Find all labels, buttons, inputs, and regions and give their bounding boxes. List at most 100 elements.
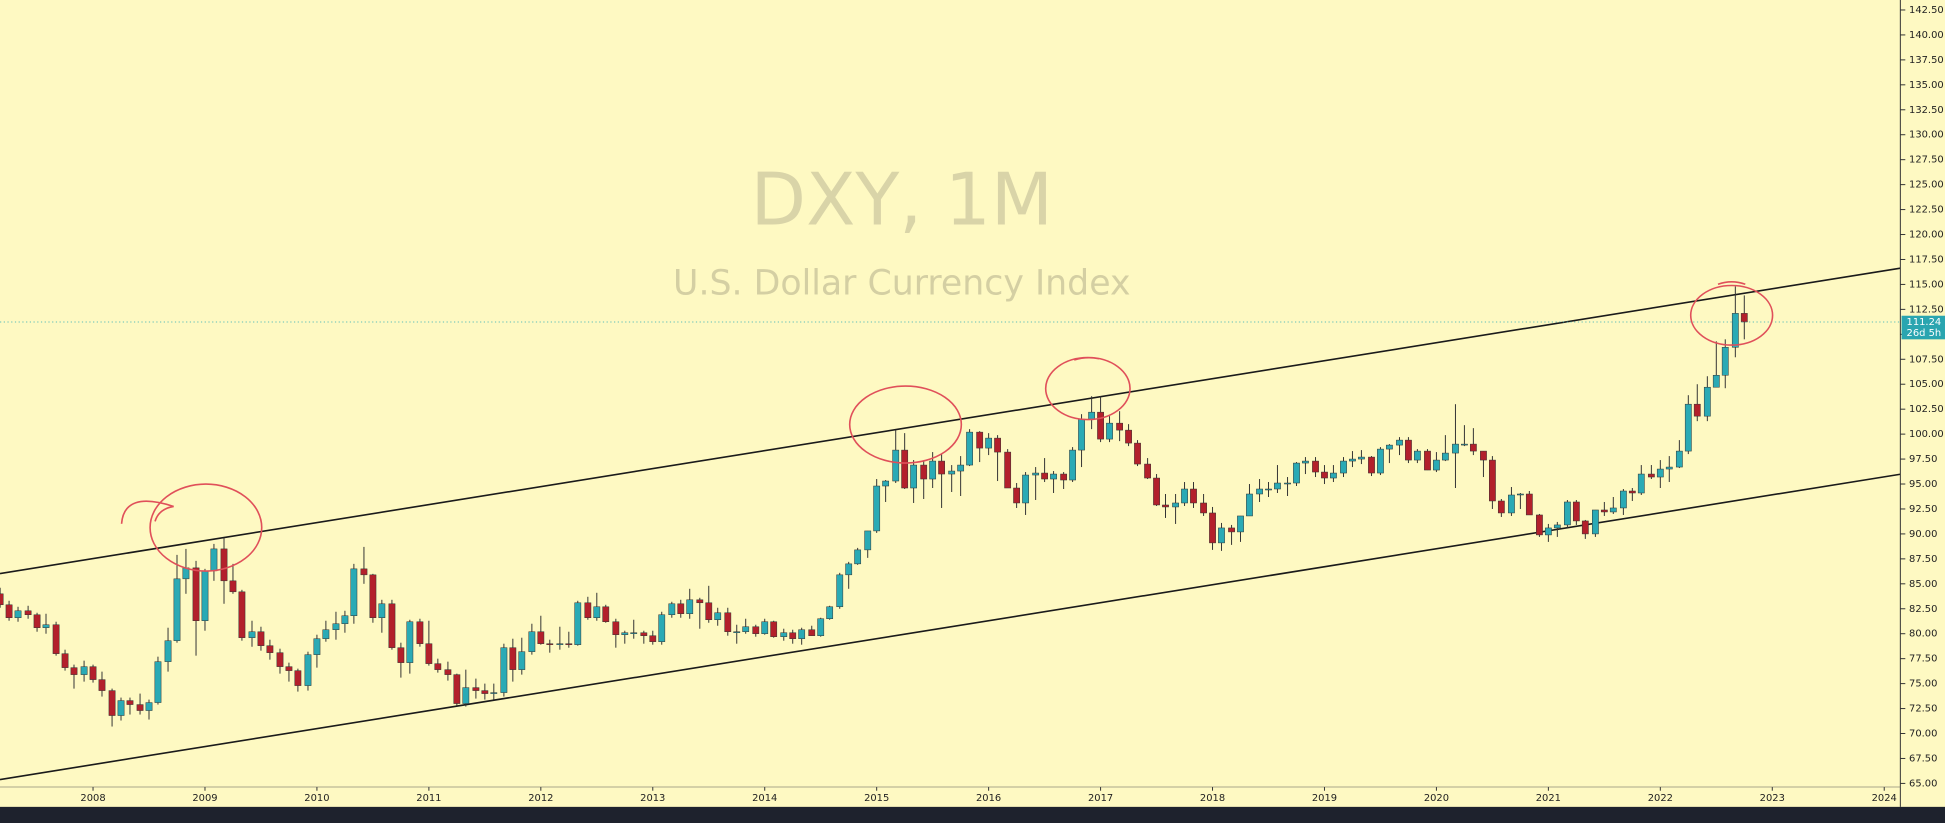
candle-body (1628, 490, 1636, 494)
candle-body (257, 631, 265, 646)
candle-body (444, 669, 452, 675)
y-tick-label: 102.50 (1909, 404, 1944, 415)
candle-body (210, 548, 218, 572)
candle-body (1377, 448, 1384, 474)
candle-body (1069, 449, 1076, 481)
candle-body (117, 700, 125, 716)
candle-body (1134, 442, 1141, 465)
x-tick-label: 2024 (1872, 793, 1897, 804)
candle-body (1581, 520, 1589, 535)
candle-body (640, 632, 648, 636)
circle-annotation (149, 483, 263, 572)
candle-body (1116, 422, 1123, 431)
bottom-bar (0, 806, 1945, 823)
candle-body (1368, 456, 1375, 474)
candle-body (1731, 313, 1739, 348)
candle-body (1153, 477, 1160, 506)
candle-body (1218, 527, 1225, 544)
candle-body (70, 667, 78, 675)
candle-body (406, 621, 414, 663)
candle-body (882, 480, 890, 487)
y-tick-label: 107.50 (1909, 354, 1944, 365)
candle-body (705, 602, 713, 620)
candle-body (574, 602, 582, 645)
candle-body (985, 437, 993, 449)
candle-body (808, 629, 816, 636)
candle-body (276, 652, 284, 667)
candle-body (1405, 439, 1412, 461)
candle-body (1441, 452, 1449, 461)
candle-body (1246, 493, 1253, 517)
candle-body (1013, 487, 1020, 504)
candle-body (752, 626, 760, 634)
y-tick-label: 132.50 (1909, 105, 1944, 116)
x-tick-label: 2018 (1200, 793, 1225, 804)
candle-body (1721, 347, 1729, 376)
y-tick-label: 135.00 (1909, 80, 1944, 91)
candle-body (1675, 450, 1683, 468)
candle-body (61, 653, 69, 668)
candle-body (490, 692, 498, 694)
candle-body (136, 704, 144, 711)
x-tick-label: 2011 (416, 793, 441, 804)
candle-body (248, 631, 256, 638)
last-price-box (1901, 315, 1945, 340)
candle-body (1433, 459, 1440, 471)
candle-body (500, 647, 508, 693)
plot-area (0, 267, 1901, 781)
candle-body (920, 464, 928, 480)
candle-body (1078, 418, 1085, 451)
hand-stroke (1717, 280, 1746, 286)
y-tick-label: 112.50 (1909, 304, 1944, 315)
candle-body (1424, 450, 1431, 471)
candle-body (864, 530, 872, 551)
candle-body (1508, 494, 1515, 514)
axes: 65.00 67.50 70.00 72.50 75.00 77.50 80.00 82.50… (0, 5, 1945, 804)
candle-body (668, 603, 676, 616)
y-tick-label: 97.50 (1909, 454, 1937, 465)
candle-body (201, 570, 209, 621)
candle-body (770, 621, 778, 637)
candle-body (472, 687, 480, 691)
candle-body (948, 470, 956, 475)
x-tick-label: 2009 (192, 793, 217, 804)
candle-body (1302, 460, 1309, 464)
candle-body (1592, 509, 1599, 535)
candle-body (1022, 474, 1029, 504)
candle-body (52, 624, 60, 654)
candle-body (602, 606, 610, 622)
candle-body (1517, 493, 1524, 496)
candle-body (565, 643, 573, 645)
candle-body (546, 643, 554, 645)
y-tick-label: 105.00 (1909, 379, 1944, 390)
candle-body (658, 614, 666, 642)
candle-body (1489, 459, 1496, 502)
y-tick-label: 100.00 (1909, 429, 1944, 440)
candle-body (854, 549, 862, 565)
candle-body (845, 563, 853, 576)
y-tick-label: 122.50 (1909, 205, 1944, 216)
candle-body (1088, 411, 1096, 420)
candle-body (322, 629, 330, 639)
candle-body (1125, 429, 1132, 444)
candle-body (836, 574, 844, 608)
candle-body (1414, 450, 1421, 461)
candle-body (528, 631, 536, 652)
candle-body (826, 606, 834, 619)
candle-body (1358, 456, 1365, 460)
candle-body (1665, 466, 1673, 470)
candle-body (1564, 501, 1571, 526)
candle-body (1172, 502, 1179, 508)
candle-body (1469, 443, 1477, 452)
x-tick-label: 2014 (752, 793, 777, 804)
candle-body (1647, 473, 1655, 478)
candle-body (1312, 460, 1319, 473)
y-tick-label: 70.00 (1909, 729, 1937, 740)
candle-body (1480, 450, 1487, 461)
candle-body (910, 464, 918, 489)
candle-body (789, 632, 797, 639)
candle-body (145, 702, 153, 711)
x-tick-label: 2012 (528, 793, 553, 804)
